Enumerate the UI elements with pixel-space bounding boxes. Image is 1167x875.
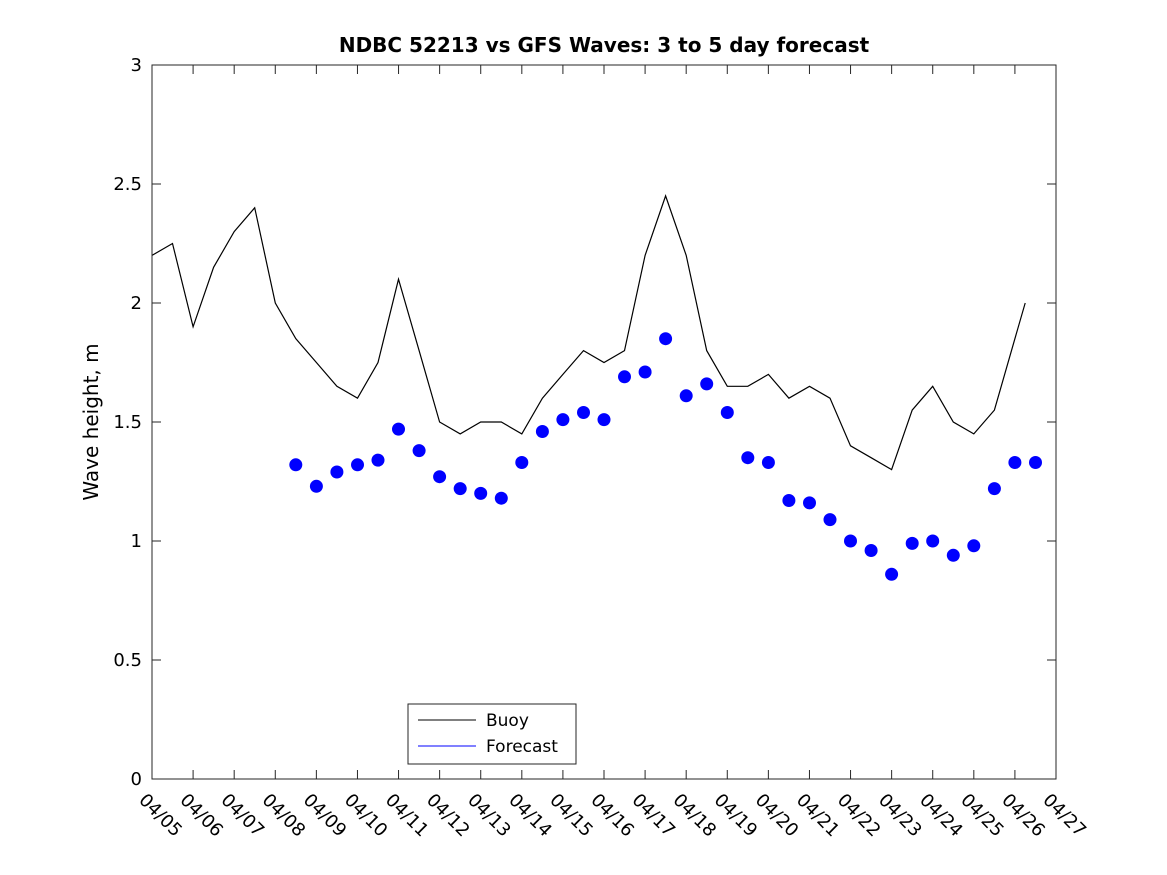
forecast-point: [1008, 456, 1022, 469]
forecast-point: [679, 389, 693, 403]
forecast-point: [720, 406, 734, 419]
forecast-point: [351, 458, 364, 472]
forecast-point: [412, 444, 426, 458]
y-tick-label: 1: [131, 531, 142, 552]
forecast-point: [556, 413, 570, 427]
forecast-point: [823, 513, 837, 527]
forecast-point: [659, 332, 673, 346]
forecast-point: [967, 539, 981, 553]
y-tick-label: 2.5: [113, 174, 142, 195]
forecast-point: [987, 482, 1001, 496]
forecast-point: [515, 456, 529, 469]
legend-forecast-label: Forecast: [486, 737, 558, 757]
y-tick-label: 0.5: [113, 650, 142, 671]
forecast-point: [761, 456, 775, 469]
forecast-point: [597, 413, 611, 427]
forecast-point: [1029, 456, 1042, 469]
legend-buoy-label: Buoy: [486, 711, 529, 731]
forecast-point: [309, 479, 323, 493]
series-buoy-line: [151, 194, 1026, 471]
forecast-point: [885, 567, 899, 581]
forecast-point: [494, 491, 508, 505]
chart-title: NDBC 52213 vs GFS Waves: 3 to 5 day fore…: [339, 33, 870, 57]
forecast-point: [638, 365, 652, 379]
y-tick-label: 3: [131, 55, 142, 76]
forecast-point: [905, 536, 919, 550]
forecast-point: [926, 534, 940, 548]
forecast-point: [803, 496, 816, 510]
y-tick-label: 2: [131, 293, 142, 314]
y-tick-label: 0: [131, 769, 142, 790]
forecast-point: [700, 377, 714, 391]
forecast-point: [844, 534, 857, 548]
forecast-point: [289, 458, 303, 472]
legend: Buoy Forecast: [407, 703, 577, 765]
forecast-point: [433, 470, 447, 484]
forecast-point: [864, 544, 878, 557]
forecast-point: [453, 482, 467, 496]
forecast-point: [392, 422, 405, 436]
forecast-point: [474, 486, 488, 500]
forecast-point: [330, 465, 344, 479]
forecast-point: [577, 406, 590, 419]
forecast-point: [782, 494, 796, 507]
forecast-point: [618, 370, 631, 384]
forecast-point: [946, 548, 960, 562]
y-tick-label: 1.5: [113, 412, 142, 433]
legend-box: [407, 703, 577, 765]
y-axis-label: Wave height, m: [79, 343, 103, 500]
forecast-point: [371, 453, 385, 467]
forecast-point: [741, 451, 755, 465]
forecast-point: [535, 425, 549, 438]
